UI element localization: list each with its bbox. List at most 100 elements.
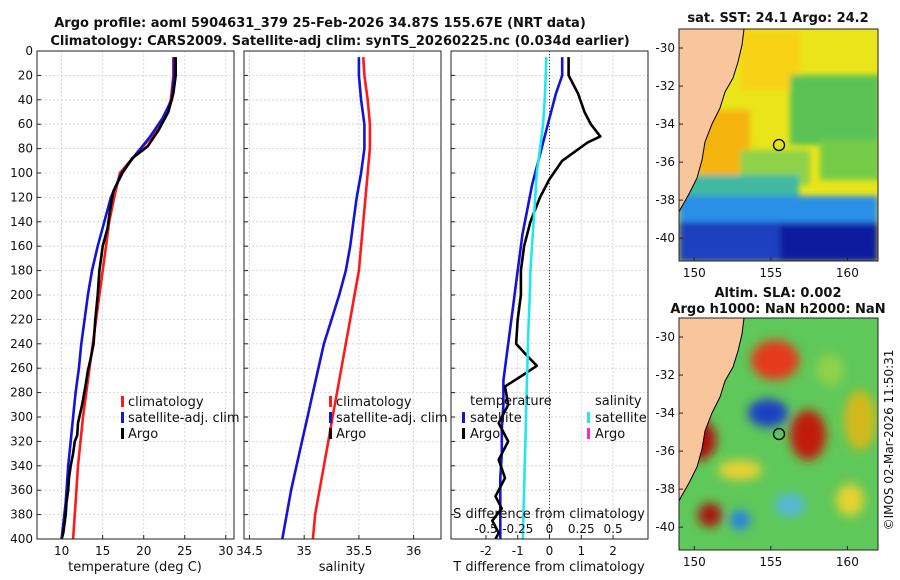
- sst-float-marker: [772, 138, 786, 152]
- difference-xlabel: T difference from climatology: [452, 560, 645, 575]
- legend-label-t-argo: Argo: [470, 427, 500, 442]
- legend-label-s-satellite: satellite: [595, 411, 647, 426]
- x-tick-label: 25: [177, 544, 192, 558]
- x-tick-label: 34.5: [236, 544, 263, 558]
- sst-heatmap: [679, 29, 878, 261]
- series-line-t-argo: [490, 57, 602, 539]
- x-tick-label: -1: [512, 544, 524, 558]
- map-x-tick-label: 160: [836, 266, 859, 280]
- sst-map-frame: [678, 28, 879, 262]
- title-line-1: Argo profile: aoml 5904631_379 25-Feb-20…: [54, 16, 586, 31]
- sst-map-title: sat. SST: 24.1 Argo: 24.2: [687, 11, 868, 26]
- temperature-legend: climatology satellite-adj. clim Argo: [121, 395, 240, 442]
- y-tick-label: 100: [10, 166, 33, 180]
- legend-label-argo: Argo: [336, 427, 366, 442]
- series-line-s-satellite: [521, 57, 548, 539]
- difference-legend: temperature satellite Argo salinity sate…: [462, 394, 647, 442]
- legend-label-climatology: climatology: [336, 395, 412, 410]
- x-tick-label: 30: [218, 544, 233, 558]
- x-tick-label: 35.5: [346, 544, 373, 558]
- sst-map-ticks: 150 155 160 -30 -32 -34 -36 -38 -40: [655, 41, 858, 280]
- difference-panel: -2 -1 0 1 2 -0.5 -0.25 0 0.25 0.5 T difference fr…: [450, 50, 649, 575]
- sla-map-title: Altim. SLA: 0.002: [715, 286, 842, 301]
- temperature-ticks: 0 20 40 60 80 100 120 140 160 180 200 220 240 260 280 3…: [10, 44, 233, 558]
- legend-label-satellite: satellite-adj. clim: [128, 411, 240, 426]
- y-tick-label: 320: [10, 434, 33, 448]
- series-line-climatology: [311, 57, 372, 539]
- x-tick-label: 10: [54, 544, 69, 558]
- legend-title-salinity: salinity: [595, 394, 642, 409]
- x-tick-label: 20: [136, 544, 151, 558]
- legend-swatch-climatology: [121, 396, 124, 407]
- top-x-tick-label: 0.25: [568, 522, 595, 536]
- map-y-tick-label: -38: [655, 193, 675, 207]
- y-tick-label: 360: [10, 483, 33, 497]
- temperature-xlabel: temperature (deg C): [68, 560, 202, 575]
- legend-swatch-s-satellite: [587, 412, 590, 423]
- salinity-legend: climatology satellite-adj. clim Argo: [329, 395, 448, 442]
- legend-swatch-satellite: [329, 412, 332, 423]
- map-y-tick-label: -36: [655, 155, 675, 169]
- top-x-tick-label: 0: [546, 522, 554, 536]
- top-x-tick-label: -0.5: [474, 522, 497, 536]
- legend-label-t-satellite: satellite: [470, 411, 522, 426]
- temperature-series: [60, 57, 177, 539]
- top-x-tick-label: -0.25: [502, 522, 533, 536]
- y-tick-label: 80: [18, 142, 33, 156]
- legend-title-temperature: temperature: [470, 394, 552, 409]
- sla-map: Altim. SLA: 0.002 Argo h1000: NaN h2000:…: [655, 286, 885, 569]
- legend-label-climatology: climatology: [128, 395, 204, 410]
- y-tick-label: 140: [10, 215, 33, 229]
- map-y-tick-label: -34: [655, 406, 675, 420]
- sst-map: sat. SST: 24.1 Argo: 24.2 150 155 160 -30 -3…: [655, 11, 879, 280]
- map-y-tick-label: -32: [655, 368, 675, 382]
- map-y-tick-label: -30: [655, 330, 675, 344]
- map-y-tick-label: -36: [655, 444, 675, 458]
- salinity-panel: 34.5 35 35.5 36 salinity climatology satell…: [236, 50, 448, 575]
- legend-label-argo: Argo: [128, 427, 158, 442]
- map-y-tick-label: -40: [655, 520, 675, 534]
- legend-swatch-argo: [121, 428, 124, 439]
- legend-swatch-argo: [329, 428, 332, 439]
- top-x-tick-label: 0.5: [604, 522, 623, 536]
- map-x-tick-label: 150: [683, 555, 706, 569]
- y-tick-label: 260: [10, 361, 33, 375]
- x-tick-label: -2: [480, 544, 492, 558]
- series-line-t-satellite: [498, 57, 564, 539]
- y-tick-label: 220: [10, 312, 33, 326]
- x-tick-label: 35: [297, 544, 312, 558]
- y-tick-label: 0: [25, 44, 33, 58]
- series-line-argo: [60, 57, 177, 539]
- legend-swatch-t-satellite: [462, 412, 465, 423]
- y-tick-label: 200: [10, 288, 33, 302]
- title-line-2: Climatology: CARS2009. Satellite-adj cli…: [50, 34, 629, 49]
- y-tick-label: 180: [10, 264, 33, 278]
- legend-label-s-argo: Argo: [595, 427, 625, 442]
- difference-ticks: -2 -1 0 1 2 -0.5 -0.25 0 0.25 0.5: [451, 50, 623, 558]
- difference-top-xlabel: S difference from climatology: [453, 507, 645, 522]
- x-tick-label: 15: [95, 544, 110, 558]
- sla-land: [679, 318, 745, 502]
- map-x-tick-label: 155: [759, 555, 782, 569]
- sla-heatmap: [679, 318, 878, 550]
- x-tick-label: 36: [406, 544, 421, 558]
- map-x-tick-label: 160: [836, 555, 859, 569]
- y-tick-label: 160: [10, 239, 33, 253]
- y-tick-label: 300: [10, 410, 33, 424]
- sla-map-subtitle: Argo h1000: NaN h2000: NaN: [670, 302, 885, 317]
- y-tick-label: 40: [18, 93, 33, 107]
- y-tick-label: 120: [10, 190, 33, 204]
- difference-series: [490, 57, 602, 539]
- x-tick-label: 0: [546, 544, 554, 558]
- temperature-panel: 0 20 40 60 80 100 120 140 160 180 200 220 240 260 280 3…: [10, 44, 240, 575]
- temperature-grid: [37, 50, 234, 540]
- sst-land: [679, 29, 745, 213]
- imos-watermark: ©IMOS 02-Mar-2026 11:50:31: [882, 350, 896, 531]
- map-y-tick-label: -40: [655, 231, 675, 245]
- map-y-tick-label: -34: [655, 117, 675, 131]
- map-y-tick-label: -38: [655, 482, 675, 496]
- series-line-satellite-adj-clim: [60, 57, 176, 539]
- y-tick-label: 400: [10, 532, 33, 546]
- y-tick-label: 60: [18, 117, 33, 131]
- legend-label-satellite: satellite-adj. clim: [336, 411, 448, 426]
